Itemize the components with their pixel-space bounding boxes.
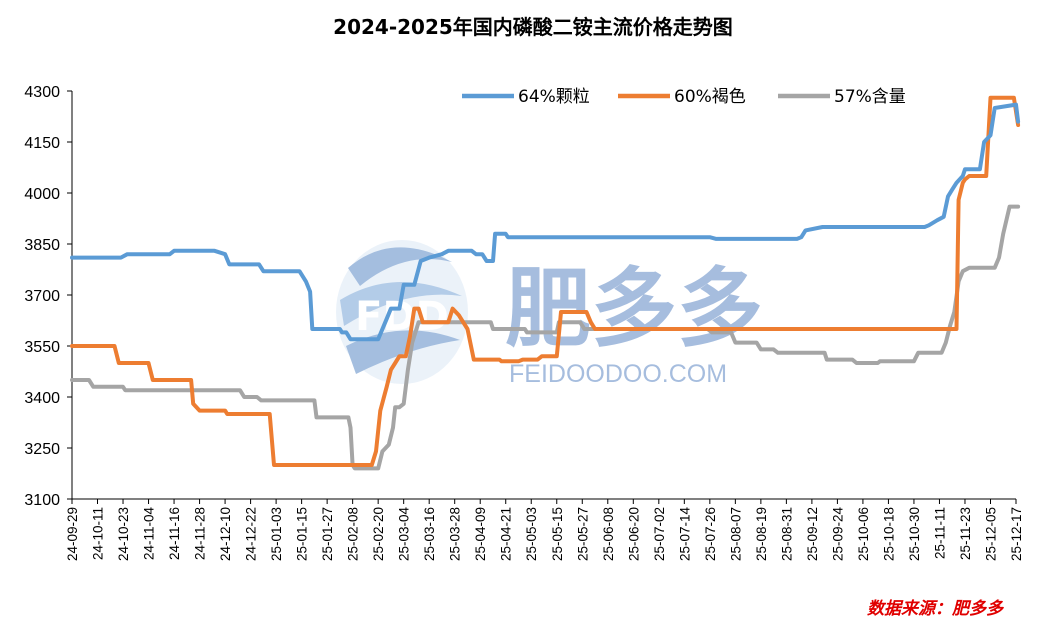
x-tick-label: 25-10-18	[881, 507, 896, 561]
legend-label-60: 60%褐色	[674, 87, 746, 107]
x-tick-label: 25-10-30	[907, 507, 922, 561]
series-layer	[70, 95, 1021, 471]
x-tick-label: 25-02-20	[371, 507, 386, 561]
x-tick-label: 24-10-11	[91, 507, 106, 560]
y-tick-label: 3550	[24, 339, 60, 356]
x-tick-label: 25-08-31	[779, 507, 794, 561]
legend-label-57: 57%含量	[834, 87, 906, 107]
x-tick-label: 25-03-04	[397, 507, 412, 562]
x-tick-label: 25-09-24	[830, 507, 845, 562]
axes: 3100 3250 3400 3550 3700 3850 4000 4150 4300 24-0…	[24, 84, 1024, 561]
x-tick-label: 25-01-15	[295, 507, 310, 561]
x-tick-label: 25-01-03	[269, 507, 284, 561]
y-tick-label: 4150	[24, 135, 60, 152]
x-tick-label: 24-12-22	[244, 507, 259, 561]
y-tick-label: 3700	[24, 288, 60, 305]
series-line-60	[70, 95, 1021, 467]
x-tick-label: 24-10-23	[116, 507, 131, 561]
watermark-logo-icon: FDD	[336, 240, 468, 384]
x-tick-label: 24-09-29	[65, 507, 80, 561]
x-tick-label: 25-11-23	[958, 507, 973, 560]
chart-title: 2024-2025年国内磷酸二铵主流价格走势图	[333, 15, 733, 39]
x-tick-label: 25-05-27	[575, 507, 590, 561]
x-tick-label: 24-11-28	[193, 507, 208, 560]
x-tick-label: 25-05-03	[524, 507, 539, 561]
x-tick-label: 24-11-04	[142, 507, 157, 561]
x-tick-label: 25-07-26	[703, 507, 718, 561]
x-tick-label: 25-08-07	[728, 507, 743, 561]
series-line-64	[70, 102, 1021, 342]
x-tick-label: 25-07-14	[677, 507, 692, 562]
x-tick-label: 25-07-02	[652, 507, 667, 561]
y-tick-label: 3850	[24, 237, 60, 254]
y-tick-label: 3400	[24, 390, 60, 407]
x-tick-label: 25-01-27	[320, 507, 335, 561]
legend-label-64: 64%颗粒	[518, 87, 590, 107]
x-tick-label: 25-10-06	[856, 507, 871, 561]
x-tick-label: 24-12-10	[218, 507, 233, 561]
watermark: FDD 肥多多 FEIDOODOO.COM	[336, 240, 763, 388]
x-tick-label: 25-06-20	[626, 507, 641, 561]
y-tick-label: 4300	[24, 84, 60, 101]
y-tick-label: 3100	[24, 492, 60, 509]
watermark-site: FEIDOODOO.COM	[509, 360, 727, 388]
x-tick-label: 25-11-11	[932, 507, 947, 559]
source-note: 数据来源：肥多多	[867, 599, 1005, 619]
x-tick-label: 25-02-08	[346, 507, 361, 561]
x-tick-label: 25-06-08	[601, 507, 616, 561]
x-tick-label: 25-12-05	[983, 507, 998, 561]
x-tick-label: 25-08-19	[754, 507, 769, 561]
x-tick-label: 25-04-09	[473, 507, 488, 561]
y-tick-label: 4000	[24, 186, 60, 203]
x-tick-label: 25-03-28	[448, 507, 463, 561]
x-tick-label: 25-03-16	[422, 507, 437, 561]
x-tick-label: 25-09-12	[805, 507, 820, 561]
x-tick-label: 25-04-21	[499, 507, 514, 561]
y-tick-label: 3250	[24, 441, 60, 458]
x-tick-label: 24-11-16	[167, 507, 182, 560]
legend: 64%颗粒 60%褐色 57%含量	[462, 87, 906, 107]
x-tick-label: 25-05-15	[550, 507, 565, 561]
x-tick-label: 25-12-17	[1009, 507, 1024, 561]
watermark-brand: 肥多多	[505, 259, 763, 359]
